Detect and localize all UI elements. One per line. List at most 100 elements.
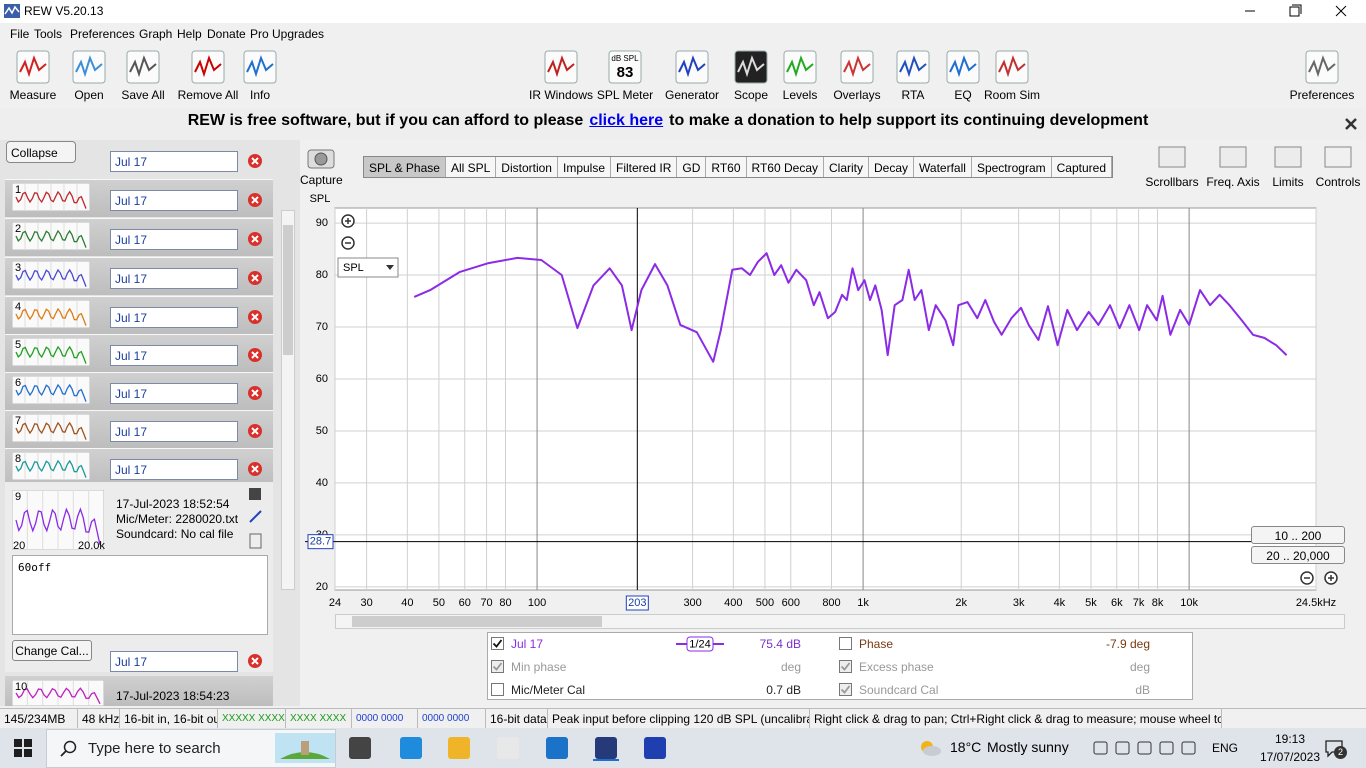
measurement-name[interactable]: Jul 17: [110, 229, 238, 250]
measurement-name[interactable]: Jul 17: [110, 651, 238, 672]
toolbar-button-label[interactable]: Preferences: [1289, 88, 1355, 102]
checkbox-check: [840, 685, 851, 694]
measurement-name[interactable]: Jul 17: [110, 151, 238, 172]
icon-glyph: [129, 55, 157, 78]
graph-tab[interactable]: Captured: [1052, 157, 1113, 177]
toolbar-button-label[interactable]: Overlays: [833, 88, 881, 102]
graph-tab[interactable]: Distortion: [496, 157, 558, 177]
window-controls[interactable]: [1230, 0, 1366, 22]
checkbox-box: [491, 683, 504, 696]
graph-tool-label[interactable]: Scrollbars: [1145, 175, 1199, 189]
y-tick-label: 70: [316, 321, 328, 333]
toolbar-button-label[interactable]: EQ: [954, 88, 972, 102]
panel-scroll-thumb[interactable]: [283, 225, 293, 355]
measurement-name[interactable]: Jul 17: [110, 307, 238, 328]
toolbar-button-label[interactable]: RTA: [901, 88, 925, 102]
graph-tab[interactable]: RT60: [706, 157, 747, 177]
toolbar-button-label[interactable]: Levels: [782, 88, 818, 102]
range-button[interactable]: 10 .. 200: [1251, 526, 1345, 544]
graph-tab[interactable]: Impulse: [558, 157, 612, 177]
soundcard-cal-unit: dB: [1135, 683, 1150, 697]
status-field: 145/234MB: [0, 709, 78, 728]
lens: [63, 740, 77, 754]
remove-icon: [248, 232, 262, 246]
menu-item[interactable]: Donate: [207, 27, 246, 41]
app-icon: [595, 737, 617, 759]
toolbar-button-label[interactable]: Generator: [664, 88, 720, 102]
smoothing-label: 1/24: [689, 638, 710, 650]
graph-tab[interactable]: Filtered IR: [611, 157, 678, 177]
toolbar-button-label[interactable]: Info: [249, 88, 270, 102]
status-field: Peak input before clipping 120 dB SPL (u…: [548, 709, 810, 728]
x-tick-label: 24.5kHz: [1296, 597, 1336, 609]
graph-tab[interactable]: RT60 Decay: [747, 157, 824, 177]
graph-tab[interactable]: GD: [677, 157, 707, 177]
toolbar-button-label[interactable]: Open: [74, 88, 104, 102]
icon-frame: [191, 50, 225, 84]
change-cal-button[interactable]: Change Cal...: [12, 640, 92, 661]
menu-item[interactable]: File: [10, 27, 30, 41]
graph-tab[interactable]: All SPL: [446, 157, 497, 177]
menu-item[interactable]: Tools: [34, 27, 63, 41]
toolbar-button-label[interactable]: IR Windows: [528, 88, 593, 102]
checkbox-box: [491, 637, 504, 650]
h-scroll-thumb[interactable]: [352, 616, 602, 627]
banner-close[interactable]: [1344, 117, 1358, 131]
bubble: [1325, 740, 1343, 758]
toolbar-button-label[interactable]: Save All: [121, 88, 165, 102]
graph-tab[interactable]: Clarity: [824, 157, 870, 177]
banner-link[interactable]: click here: [589, 112, 664, 129]
thumb-curve: [15, 268, 87, 287]
graph-tool-label[interactable]: Freq. Axis: [1206, 175, 1260, 189]
measurement-thumbnail: 3: [12, 261, 90, 289]
menu-item[interactable]: Preferences: [70, 27, 135, 41]
collapse-button[interactable]: Collapse: [6, 141, 76, 163]
capture-label[interactable]: Capture: [300, 173, 343, 187]
icon-frame: [243, 50, 277, 84]
measurement-name[interactable]: Jul 17: [110, 190, 238, 211]
x-tick-label: 8k: [1152, 597, 1164, 609]
thumb-curve: [15, 345, 87, 364]
soundcard-cal-label: Soundcard Cal: [859, 683, 939, 697]
measurement-thumbnail: 8: [12, 452, 90, 480]
toolbar-button-label[interactable]: Remove All: [177, 88, 239, 102]
range-button[interactable]: 20 .. 20,000: [1251, 546, 1345, 564]
app-icon: [349, 737, 371, 759]
graph-tab[interactable]: Decay: [869, 157, 915, 177]
measurement-name[interactable]: Jul 17: [110, 421, 238, 442]
graph-tab[interactable]: Waterfall: [914, 157, 972, 177]
app-icon: [644, 737, 666, 759]
menu-item[interactable]: Help: [177, 27, 202, 41]
icon-glyph: [949, 55, 977, 78]
remove-x: [251, 465, 259, 473]
measurement-name[interactable]: Jul 17: [110, 459, 238, 480]
phase-label: Phase: [859, 637, 894, 651]
notes[interactable]: 60off: [12, 555, 268, 635]
measurement-name[interactable]: Jul 17: [110, 268, 238, 289]
graph-tool-label[interactable]: Limits: [1272, 175, 1304, 189]
measurement-name[interactable]: Jul 17: [110, 345, 238, 366]
toolbar-icon: [16, 50, 50, 84]
zoom-controls: [1300, 571, 1338, 585]
toolbar-button-label[interactable]: Measure: [9, 88, 57, 102]
y-selector-arrow: [386, 265, 394, 270]
remove-icon: [248, 462, 262, 476]
notification-count[interactable]: 2: [1334, 746, 1347, 759]
graph-tool-label[interactable]: Controls: [1315, 175, 1361, 189]
remove-icon: [248, 348, 262, 362]
icon-glyph: [1308, 55, 1336, 78]
notification-icon: [1325, 740, 1343, 758]
icon-glyph: [737, 55, 765, 78]
measurement-name[interactable]: Jul 17: [110, 383, 238, 404]
status-field: 0000 0000: [418, 709, 486, 728]
menu-item[interactable]: Graph: [139, 27, 173, 41]
toolbar-button-label[interactable]: Room Sim: [983, 88, 1040, 102]
menu-item[interactable]: Pro Upgrades: [250, 27, 325, 41]
graph-tab[interactable]: Spectrogram: [972, 157, 1052, 177]
window-title: REW V5.20.13: [24, 4, 104, 18]
graph-tab[interactable]: SPL & Phase: [364, 157, 446, 177]
measurement-number: 1: [15, 184, 21, 196]
toolbar-button-label[interactable]: SPL Meter: [596, 88, 654, 102]
toolbar-button-label[interactable]: Scope: [733, 88, 769, 102]
measurement-mic: Mic/Meter: 2280020.txt: [116, 512, 239, 526]
